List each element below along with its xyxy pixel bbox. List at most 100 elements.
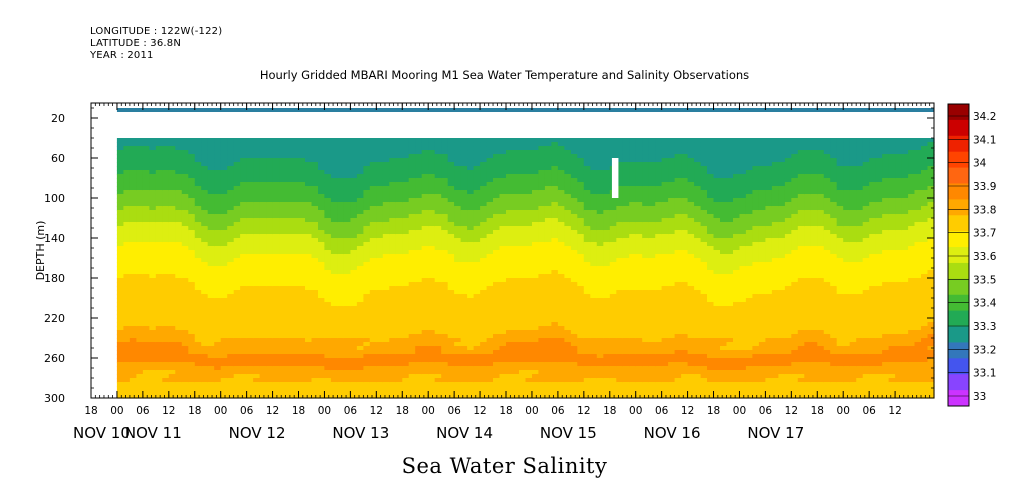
heatmap-cell (415, 378, 423, 383)
heatmap-cell (123, 182, 131, 187)
heatmap-cell (467, 306, 475, 311)
heatmap-cell (564, 346, 572, 351)
heatmap-cell (246, 382, 254, 387)
heatmap-cell (129, 382, 137, 387)
heatmap-cell (227, 154, 235, 159)
heatmap-cell (408, 202, 416, 207)
heatmap-cell (609, 226, 617, 231)
heatmap-cell (544, 278, 552, 283)
heatmap-cell (220, 366, 228, 371)
heatmap-cell (318, 326, 326, 331)
heatmap-cell (376, 382, 384, 387)
heatmap-cell (311, 222, 319, 227)
heatmap-cell (570, 346, 578, 351)
heatmap-cell (350, 190, 358, 195)
heatmap-cell (499, 138, 507, 143)
heatmap-cell (136, 230, 144, 235)
heatmap-cell (590, 358, 598, 363)
heatmap-cell (395, 262, 403, 267)
heatmap-cell (506, 154, 514, 159)
heatmap-cell (382, 370, 390, 375)
heatmap-cell (460, 298, 468, 303)
heatmap-cell (220, 354, 228, 359)
heatmap-cell (324, 166, 332, 171)
heatmap-cell (389, 330, 397, 335)
heatmap-cell (389, 306, 397, 311)
heatmap-cell (279, 178, 287, 183)
heatmap-cell (499, 374, 507, 379)
heatmap-cell (318, 270, 326, 275)
heatmap-cell (142, 362, 150, 367)
heatmap-cell (350, 302, 358, 307)
heatmap-cell (337, 158, 345, 163)
heatmap-cell (246, 318, 254, 323)
heatmap-cell (201, 382, 209, 387)
heatmap-cell (123, 298, 131, 303)
heatmap-cell (564, 366, 572, 371)
heatmap-cell (467, 262, 475, 267)
heatmap-cell (142, 394, 150, 399)
heatmap-cell (214, 178, 222, 183)
heatmap-cell (246, 374, 254, 379)
heatmap-cell (337, 350, 345, 355)
heatmap-cell (279, 290, 287, 295)
heatmap-cell (324, 302, 332, 307)
heatmap-cell (493, 382, 501, 387)
heatmap-cell (512, 294, 520, 299)
heatmap-cell (350, 170, 358, 175)
heatmap-cell (116, 182, 124, 187)
heatmap-cell (266, 294, 274, 299)
heatmap-cell (350, 318, 358, 323)
heatmap-cell (447, 170, 455, 175)
heatmap-cell (506, 222, 514, 227)
heatmap-cell (551, 182, 559, 187)
heatmap-cell (408, 226, 416, 231)
heatmap-cell (557, 346, 565, 351)
heatmap-cell (246, 266, 254, 271)
heatmap-cell (305, 354, 313, 359)
heatmap-cell (395, 202, 403, 207)
heatmap-cell (519, 222, 527, 227)
heatmap-cell (311, 290, 319, 295)
heatmap-cell (129, 182, 137, 187)
heatmap-cell (318, 278, 326, 283)
heatmap-cell (583, 294, 591, 299)
heatmap-cell (525, 394, 533, 399)
heatmap-cell (279, 390, 287, 395)
heatmap-cell (499, 370, 507, 375)
heatmap-cell (311, 162, 319, 167)
heatmap-cell (395, 386, 403, 391)
heatmap-cell (415, 254, 423, 259)
heatmap-cell (233, 258, 241, 263)
heatmap-cell (142, 262, 150, 267)
heatmap-cell (116, 186, 124, 191)
heatmap-cell (389, 390, 397, 395)
heatmap-cell (149, 154, 157, 159)
heatmap-cell (460, 186, 468, 191)
heatmap-cell (557, 146, 565, 151)
heatmap-cell (246, 246, 254, 251)
heatmap-cell (519, 298, 527, 303)
heatmap-cell (279, 370, 287, 375)
heatmap-cell (428, 166, 436, 171)
heatmap-cell (382, 310, 390, 315)
heatmap-cell (279, 394, 287, 399)
heatmap-cell (272, 230, 280, 235)
heatmap-cell (246, 254, 254, 259)
heatmap-cell (532, 178, 540, 183)
heatmap-cell (583, 226, 591, 231)
heatmap-cell (116, 158, 124, 163)
heatmap-cell (376, 250, 384, 255)
heatmap-cell (330, 170, 338, 175)
heatmap-cell (149, 218, 157, 223)
heatmap-cell (441, 210, 449, 215)
heatmap-cell (538, 186, 546, 191)
heatmap-cell (428, 330, 436, 335)
heatmap-cell (188, 298, 196, 303)
heatmap-cell (441, 222, 449, 227)
heatmap-cell (142, 342, 150, 347)
heatmap-cell (116, 206, 124, 211)
heatmap-cell (220, 178, 228, 183)
heatmap-cell (123, 174, 131, 179)
heatmap-cell (298, 182, 306, 187)
